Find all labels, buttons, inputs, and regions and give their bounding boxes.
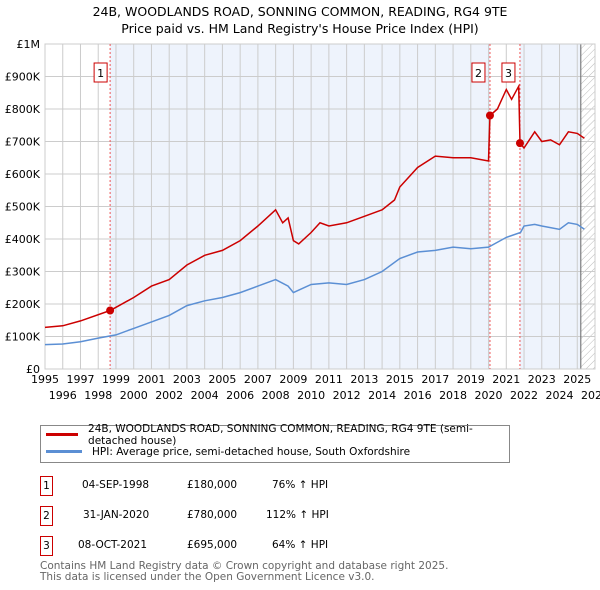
x-tick-label: 2002 [155, 389, 183, 402]
x-tick-label: 1997 [66, 373, 94, 386]
sale-label-box [501, 62, 516, 83]
x-tick-label: 1995 [31, 373, 59, 386]
x-tick-label: 2004 [191, 389, 219, 402]
sale-number: 2 [40, 506, 53, 526]
x-tick-label: 2021 [492, 373, 520, 386]
price-chart: 1995 1996 1997 1998 1999 2000 2001 2002 2003 2004… [5, 38, 600, 402]
x-tick-label: 1998 [84, 389, 112, 402]
legend: 24B, WOODLANDS ROAD, SONNING COMMON, REA… [40, 423, 510, 463]
x-tick-label: 2018 [439, 389, 467, 402]
sale-price: £180,000 [187, 479, 238, 491]
sale-price: £780,000 [187, 509, 238, 521]
y-tick-label: £0 [26, 363, 40, 376]
x-tick-label: 2023 [528, 373, 556, 386]
x-tick-label: 2000 [120, 389, 148, 402]
x-tick-label: 2007 [244, 373, 272, 386]
y-tick-label: £200K [5, 298, 41, 311]
x-tick-label: 2014 [368, 389, 396, 402]
sale-hpi-diff: 76% ↑ HPI [272, 479, 329, 491]
x-tick-label: 2009 [279, 373, 307, 386]
sale-point [515, 139, 524, 148]
footer: Contains HM Land Registry data © Crown c… [40, 560, 449, 583]
sale-hpi-diff: 112% ↑ HPI [266, 509, 329, 521]
table-row: 2 31-JAN-2020 £780,000 112% ↑ HPI [40, 506, 440, 526]
x-tick-label: 2013 [350, 373, 378, 386]
sale-point [106, 306, 115, 315]
x-tick-label: 2015 [386, 373, 414, 386]
plot-frame [44, 43, 596, 370]
sale-point [485, 111, 494, 120]
x-tick-label: 2010 [297, 389, 325, 402]
x-tick-label: 2011 [315, 373, 343, 386]
sale-hpi-diff: 64% ↑ HPI [272, 539, 329, 551]
x-tick-label: 2020 [475, 389, 503, 402]
x-tick-label: 2017 [421, 373, 449, 386]
sale-label: 2 [475, 67, 482, 80]
x-tick-label: 2026 [581, 389, 600, 402]
x-tick-label: 2016 [404, 389, 432, 402]
series-line [44, 83, 585, 329]
y-tick-label: £900K [5, 71, 41, 84]
y-tick-label: £500K [5, 201, 41, 214]
table-row: 3 08-OCT-2021 £695,000 64% ↑ HPI [40, 536, 440, 556]
sale-label: 1 [97, 67, 104, 80]
table-row: 1 04-SEP-1998 £180,000 76% ↑ HPI [40, 476, 440, 496]
sale-date: 04-SEP-1998 [82, 479, 150, 491]
sale-date: 31-JAN-2020 [83, 509, 150, 521]
x-tick-label: 2003 [173, 373, 201, 386]
series-line [44, 222, 585, 346]
sale-number: 3 [40, 536, 53, 556]
x-tick-label: 2022 [510, 389, 538, 402]
sale-number: 1 [40, 476, 53, 496]
sale-label-box [93, 62, 108, 83]
y-tick-label: £300K [5, 266, 41, 279]
sale-date: 08-OCT-2021 [78, 539, 147, 551]
y-tick-label: £1M [17, 38, 41, 51]
x-tick-label: 1999 [102, 373, 130, 386]
y-tick-label: £800K [5, 103, 41, 116]
y-tick-label: £100K [5, 331, 41, 344]
chart-title: 24B, WOODLANDS ROAD, SONNING COMMON, REA… [92, 4, 508, 36]
legend-item-property: 24B, WOODLANDS ROAD, SONNING COMMON, REA… [41, 423, 509, 447]
sale-label-box [471, 62, 486, 83]
y-tick-label: £700K [5, 136, 41, 149]
sale-label: 3 [505, 67, 512, 80]
legend-item-hpi: HPI: Average price, semi-detached house,… [41, 443, 509, 460]
y-tick-label: £600K [5, 168, 41, 181]
x-tick-label: 2024 [546, 389, 574, 402]
x-tick-label: 2005 [208, 373, 236, 386]
x-tick-label: 1996 [49, 389, 77, 402]
x-tick-label: 2008 [262, 389, 290, 402]
x-tick-label: 2001 [137, 373, 165, 386]
x-tick-label: 2012 [333, 389, 361, 402]
sale-price: £695,000 [187, 539, 238, 551]
y-tick-label: £400K [5, 233, 41, 246]
x-tick-label: 2025 [563, 373, 591, 386]
x-tick-label: 2006 [226, 389, 254, 402]
x-tick-label: 2019 [457, 373, 485, 386]
